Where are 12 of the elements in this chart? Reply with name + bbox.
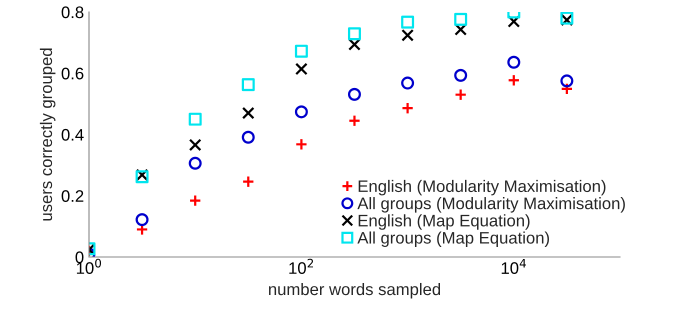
y-axis-title: users correctly grouped (40, 48, 56, 220)
y-tick-label: 0.2 (62, 190, 84, 202)
y-tick-label: 0.8 (62, 6, 84, 18)
legend-label: English (Map Equation) (358, 214, 530, 230)
x-axis-title: number words sampled (269, 282, 440, 298)
legend-label: All groups (Modularity Maximisation) (357, 197, 625, 213)
y-tick-label: 0.4 (62, 128, 84, 141)
y-tick-label: 0.6 (62, 68, 84, 80)
x-tick-label: 10$^{4}$ (502, 258, 526, 274)
x-tick-label: 10$^{2}$ (289, 258, 314, 274)
legend-label: English (Modularity Maximisation) (358, 180, 606, 196)
legend-label: All groups (Map Equation) (357, 231, 549, 247)
